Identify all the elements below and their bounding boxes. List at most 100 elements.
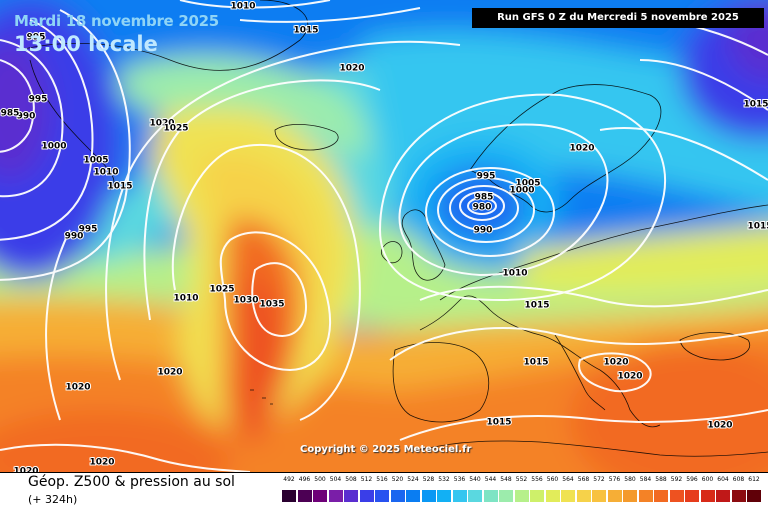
forecast-date: Mardi 18 novembre 2025 bbox=[14, 12, 219, 30]
legend-swatch-588 bbox=[654, 490, 668, 502]
legend-value-560: 560 bbox=[546, 476, 559, 483]
isobar-label: 1015 bbox=[523, 358, 548, 368]
legend-value-536: 536 bbox=[453, 476, 466, 483]
legend-swatch-576 bbox=[607, 490, 622, 502]
legend-swatch-512 bbox=[359, 490, 374, 502]
isobar-label: 1020 bbox=[707, 421, 732, 431]
isobar-label: 1010 bbox=[230, 2, 255, 12]
isobar-label: 1035 bbox=[259, 300, 284, 310]
isobar-label: 1010 bbox=[173, 294, 198, 304]
geopotential-field bbox=[0, 0, 768, 472]
legend-value-540: 540 bbox=[469, 476, 481, 483]
isobar-label: 1020 bbox=[157, 368, 182, 378]
legend-swatch-496 bbox=[297, 490, 312, 502]
isobar-label: 1000 bbox=[41, 142, 66, 152]
legend-value-580: 580 bbox=[624, 476, 636, 483]
legend-value-548: 548 bbox=[500, 476, 512, 483]
legend-swatch-528 bbox=[421, 490, 436, 502]
legend-value-532: 532 bbox=[438, 476, 450, 483]
isobar-label: 995 bbox=[79, 225, 98, 235]
legend-swatch-536 bbox=[452, 490, 467, 502]
legend-value-600: 600 bbox=[701, 476, 714, 483]
legend-swatch-600 bbox=[700, 490, 715, 502]
isobar-label: 1015 bbox=[743, 100, 768, 110]
legend-value-544: 544 bbox=[484, 476, 497, 483]
isobars bbox=[0, 0, 768, 472]
legend-swatch-564 bbox=[561, 490, 575, 502]
legend-swatch-596 bbox=[685, 490, 699, 502]
legend-value-504: 504 bbox=[329, 476, 342, 483]
isobar-label: 985 bbox=[475, 193, 494, 203]
legend-value-524: 524 bbox=[407, 476, 419, 483]
legend-swatch-560 bbox=[545, 490, 560, 502]
isobar-label: 1010 bbox=[93, 168, 118, 178]
isobar-label: 1000 bbox=[509, 186, 534, 196]
coastlines bbox=[19, 0, 768, 457]
legend-value-516: 516 bbox=[376, 476, 388, 483]
isobar-labels: 1010101510209959959909851000100510101015… bbox=[0, 1, 768, 473]
isobar-label: 1025 bbox=[163, 124, 188, 134]
legend-value-500: 500 bbox=[314, 476, 326, 483]
legend-swatch-572 bbox=[592, 490, 606, 502]
legend-value-556: 556 bbox=[531, 476, 543, 483]
legend-swatch-580 bbox=[623, 490, 637, 502]
legend-value-492: 492 bbox=[283, 476, 295, 483]
isobar-label: 1020 bbox=[65, 383, 90, 393]
isobar-label: 990 bbox=[65, 232, 84, 242]
legend-swatch-544 bbox=[483, 490, 498, 502]
legend-swatch-556 bbox=[530, 490, 544, 502]
isobar-label: 1025 bbox=[209, 285, 234, 295]
model-run-label: Run GFS 0 Z du Mercredi 5 novembre 2025 bbox=[472, 8, 764, 28]
forecast-lead-time: (+ 324h) bbox=[28, 493, 78, 506]
legend-swatch-612 bbox=[747, 490, 761, 502]
legend-value-496: 496 bbox=[298, 476, 311, 483]
forecast-map: 1010101510209959959909851000100510101015… bbox=[0, 0, 768, 472]
isobar-label: 1015 bbox=[107, 182, 132, 192]
isobar-label: 980 bbox=[473, 203, 492, 213]
isobar-label: 1015 bbox=[486, 418, 511, 428]
isobar-label: 1015 bbox=[293, 26, 318, 36]
legend-value-612: 612 bbox=[748, 476, 760, 483]
legend-swatch-504 bbox=[328, 490, 343, 502]
color-scale-legend: 492 496 500 504 508 512 516 520 524 528 532 536 540 5… bbox=[282, 476, 766, 510]
legend-swatch-524 bbox=[406, 490, 420, 502]
copyright-notice: Copyright © 2025 Meteociel.fr bbox=[300, 444, 472, 455]
isobar-label: 1020 bbox=[569, 144, 594, 154]
isobar-label: 985 bbox=[1, 109, 20, 119]
isobar-label: 995 bbox=[29, 95, 48, 105]
legend-swatch-604 bbox=[716, 490, 730, 502]
isobar-label: 1020 bbox=[149, 119, 174, 129]
isobar-label: 1020 bbox=[339, 64, 364, 74]
legend-value-592: 592 bbox=[670, 476, 683, 483]
legend-value-588: 588 bbox=[655, 476, 667, 483]
legend-swatch-584 bbox=[638, 490, 653, 502]
legend-swatch-540 bbox=[468, 490, 482, 502]
legend-value-564: 564 bbox=[562, 476, 574, 483]
forecast-time: 13:00 locale bbox=[14, 32, 158, 56]
legend-value-604: 604 bbox=[717, 476, 729, 483]
legend-swatch-552 bbox=[514, 490, 529, 502]
legend-value-528: 528 bbox=[422, 476, 435, 483]
legend-swatch-532 bbox=[437, 490, 451, 502]
legend-swatch-548 bbox=[499, 490, 513, 502]
isobar-label: 1030 bbox=[233, 296, 258, 306]
legend-swatch-608 bbox=[731, 490, 746, 502]
isobar-label: 1010 bbox=[502, 269, 527, 279]
legend-swatch-592 bbox=[669, 490, 684, 502]
legend-value-568: 568 bbox=[577, 476, 590, 483]
legend-swatch-520 bbox=[390, 490, 405, 502]
legend-swatch-568 bbox=[576, 490, 591, 502]
isobar-label: 1020 bbox=[89, 458, 114, 468]
legend-value-508: 508 bbox=[345, 476, 357, 483]
legend-swatch-500 bbox=[313, 490, 327, 502]
isobar-label: 1020 bbox=[13, 467, 38, 473]
legend-value-576: 576 bbox=[608, 476, 621, 483]
isobar-label: 1005 bbox=[83, 156, 108, 166]
map-parameter-title: Géop. Z500 & pression au sol bbox=[28, 474, 235, 490]
isobar-label: 990 bbox=[17, 112, 36, 122]
legend-value-596: 596 bbox=[686, 476, 698, 483]
legend-value-584: 584 bbox=[639, 476, 652, 483]
legend-swatch-516 bbox=[375, 490, 389, 502]
legend-value-520: 520 bbox=[391, 476, 404, 483]
